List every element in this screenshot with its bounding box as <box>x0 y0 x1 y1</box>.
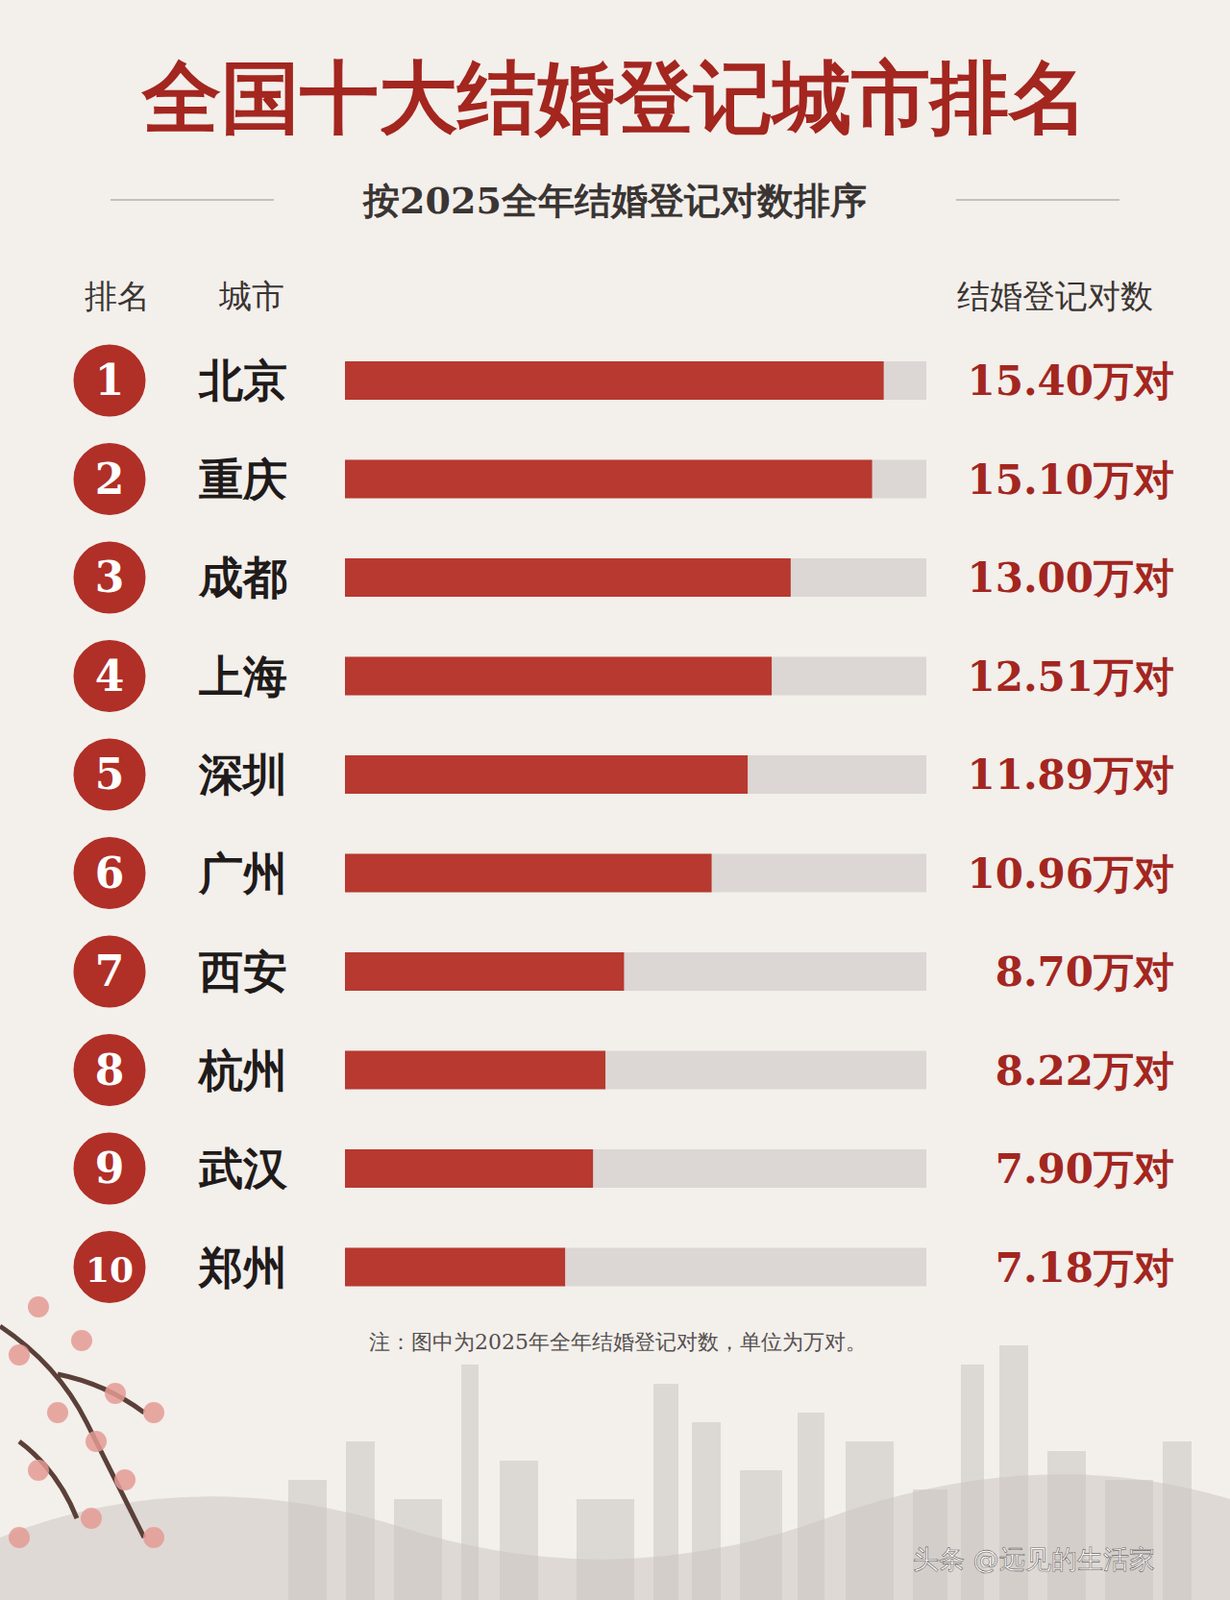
rank-label: 2 <box>95 454 125 504</box>
chart: 全国十大结婚登记城市排名按2025全年结婚登记对数排序排名 城市 结婚登记对数 1 北京… <box>0 0 1230 1600</box>
category-label: 广州 <box>197 847 288 900</box>
rank-label: 4 <box>95 651 125 701</box>
rank-label: 7 <box>95 946 125 996</box>
blossom <box>143 1526 165 1549</box>
data-label: 12.51万对 <box>966 653 1175 701</box>
bar <box>344 460 873 499</box>
data-label: 15.40万对 <box>966 357 1175 405</box>
blossom <box>47 1402 69 1424</box>
category-label: 西安 <box>197 945 288 998</box>
rank-label: 3 <box>95 552 125 602</box>
rank-badge <box>72 442 148 517</box>
header: 结婚登记对数 <box>957 276 1154 316</box>
data-label: 13.00万对 <box>966 554 1175 602</box>
data-label: 7.90万对 <box>995 1145 1175 1193</box>
data-label: 7.18万对 <box>995 1244 1175 1292</box>
blossom <box>80 1507 102 1529</box>
blossom <box>71 1329 93 1352</box>
rank-badge <box>72 639 148 714</box>
bar <box>344 361 885 400</box>
rank-badge <box>72 934 148 1009</box>
bars <box>344 361 885 1287</box>
data-label: 10.96万对 <box>966 850 1175 898</box>
header: 排名 <box>84 276 150 316</box>
data-label: 15.10万对 <box>966 456 1175 504</box>
divider <box>956 198 1120 201</box>
branch <box>0 1326 145 1538</box>
divider <box>110 198 274 201</box>
axis-range-track <box>344 361 927 400</box>
axis-range-track <box>344 1149 927 1188</box>
title: 全国十大结婚登记城市排名 <box>141 50 1088 144</box>
bar <box>344 1051 606 1090</box>
bar <box>344 558 791 597</box>
note: 注：图中为2025年全年结婚登记对数，单位为万对。 <box>369 1329 867 1354</box>
axis-range-track <box>344 952 927 991</box>
category-label: 杭州 <box>196 1044 288 1097</box>
axis-range-track <box>344 755 927 794</box>
rank-label: 9 <box>95 1143 125 1193</box>
category-label: 成都 <box>197 551 288 604</box>
header: 城市 <box>218 276 285 316</box>
rank-label: 1 <box>95 355 125 405</box>
bar <box>344 952 624 991</box>
axis-range-track <box>344 1051 927 1090</box>
rank-label: 6 <box>95 848 125 898</box>
plum-branch-decoration <box>0 1296 165 1549</box>
rank-badge <box>72 737 148 812</box>
mountain-decoration <box>0 1474 1230 1600</box>
rank-label: 5 <box>95 749 125 799</box>
blossom <box>8 1344 30 1366</box>
rank-label: 10 <box>85 1249 134 1290</box>
axis-range-track <box>344 854 927 893</box>
category-label: 郑州 <box>197 1241 288 1294</box>
rank-badge <box>72 1131 148 1206</box>
rank-badge <box>72 343 148 419</box>
blossom <box>8 1526 30 1549</box>
category-label: 上海 <box>198 650 288 703</box>
blossom <box>27 1459 50 1481</box>
category-label: 重庆 <box>198 453 288 506</box>
bar <box>344 657 772 696</box>
labels: 1 北京 15.40万对 2 重庆 15.10万对 3 成都 13.00万对 4 上海 12.51万对… <box>72 343 1175 1305</box>
background <box>0 0 1230 1600</box>
rank-badge <box>72 1033 148 1108</box>
watermark: 头条 @远见的生活家 <box>912 1544 1156 1575</box>
bar <box>344 854 713 893</box>
rank-badge <box>72 540 148 615</box>
rank-label: 8 <box>95 1045 125 1095</box>
blossom <box>143 1402 165 1424</box>
tracks <box>344 361 927 1287</box>
blossom <box>104 1382 126 1404</box>
bar <box>344 1248 566 1287</box>
category-label: 武汉 <box>197 1142 289 1195</box>
bar <box>344 1149 593 1188</box>
blossom <box>27 1296 50 1318</box>
axis-range-track <box>344 1248 927 1287</box>
subtitle: 按2025全年结婚登记对数排序 <box>362 178 867 222</box>
blossom <box>114 1469 136 1491</box>
blossom <box>85 1430 107 1452</box>
bar <box>344 755 748 794</box>
data-label: 11.89万对 <box>966 751 1175 799</box>
axis-range-track <box>344 558 927 597</box>
rank-badge <box>72 1230 148 1305</box>
axis-range-track <box>344 460 927 499</box>
data-label: 8.22万对 <box>995 1047 1175 1095</box>
category-label: 北京 <box>197 354 288 407</box>
category-label: 深圳 <box>197 748 288 801</box>
data-label: 8.70万对 <box>995 948 1175 996</box>
rank-badge <box>72 836 148 911</box>
axis-range-track <box>344 657 927 696</box>
